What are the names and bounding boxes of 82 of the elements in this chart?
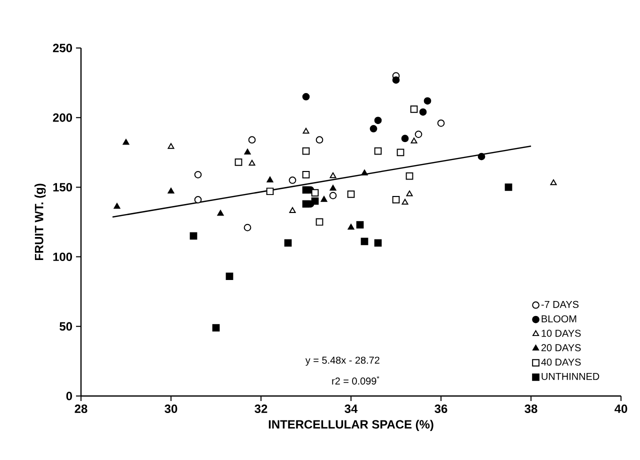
point: [114, 202, 120, 209]
point: [194, 170, 202, 178]
point: [504, 184, 512, 191]
x-tick-label: 34: [344, 404, 358, 413]
point: [311, 197, 319, 205]
point: [284, 239, 292, 247]
point: [396, 148, 404, 156]
point: [419, 108, 427, 116]
x-tick-label: 30: [164, 404, 178, 413]
point: [311, 189, 319, 196]
point: [374, 116, 382, 124]
legend-label: UNTHINNED: [542, 373, 600, 380]
point: [410, 106, 418, 113]
point: [266, 188, 274, 196]
point: [244, 224, 252, 232]
x-tick-label: 32: [254, 404, 268, 413]
point: [122, 138, 130, 145]
point: [402, 198, 408, 205]
point: [330, 172, 336, 178]
x-tick-label: 28: [74, 404, 88, 413]
point: [316, 218, 324, 226]
point: [437, 119, 445, 127]
legend-label: 20 DAYS: [541, 344, 581, 352]
point: [302, 93, 310, 100]
y-tick-label: 150: [53, 182, 72, 192]
x-tick-label: 40: [614, 404, 628, 413]
y-tick-label: 0: [66, 392, 72, 400]
point: [248, 136, 256, 144]
annotation: y = 5.48x - 28.72: [305, 356, 380, 366]
legend-label: BLOOM: [542, 315, 576, 322]
point: [329, 192, 337, 200]
y-tick-label: 50: [60, 322, 72, 331]
point: [194, 196, 202, 204]
point: [266, 176, 274, 182]
x-tick-label: 38: [524, 404, 538, 413]
point: [212, 324, 220, 332]
annotation: r2 = 0.099$^{*}$: [332, 376, 380, 385]
point: [356, 221, 364, 228]
point: [406, 190, 413, 196]
point: [401, 134, 409, 142]
x-axis-title: INTERCELLULAR SPACE (%): [268, 420, 434, 431]
point: [374, 147, 382, 155]
point: [168, 143, 174, 149]
point: [190, 232, 198, 240]
point: [361, 170, 368, 176]
point: [302, 147, 310, 155]
point: [370, 125, 378, 132]
point: [320, 196, 328, 202]
point: [424, 97, 432, 105]
point: [392, 196, 400, 204]
point: [226, 272, 234, 280]
point: [414, 130, 422, 138]
point: [234, 158, 242, 166]
point: [302, 186, 310, 194]
point: [374, 239, 382, 247]
point: [410, 138, 418, 144]
point: [550, 179, 557, 186]
point: [168, 188, 174, 194]
legend-label: 40 DAYS: [541, 358, 581, 366]
point: [288, 176, 296, 184]
point: [348, 224, 354, 230]
point: [478, 152, 486, 160]
point: [330, 184, 336, 191]
point: [302, 170, 310, 178]
y-tick-label: 200: [52, 113, 72, 122]
point: [289, 207, 296, 213]
point: [392, 76, 400, 84]
point: [406, 172, 414, 180]
y-tick-label: 250: [52, 44, 72, 52]
y-axis-title: FRUIT WT. (g): [34, 184, 46, 260]
point: [347, 190, 355, 198]
point: [316, 136, 324, 144]
y-tick-label: 100: [53, 252, 72, 262]
point: [302, 128, 310, 134]
point: [360, 238, 368, 246]
legend-label: 10 DAYS: [542, 330, 581, 337]
x-tick-label: 36: [434, 404, 448, 413]
point: [248, 160, 256, 166]
point: [217, 210, 224, 216]
legend-label: -7 DAYS: [541, 300, 579, 308]
point: [244, 148, 251, 154]
point: [302, 200, 310, 208]
